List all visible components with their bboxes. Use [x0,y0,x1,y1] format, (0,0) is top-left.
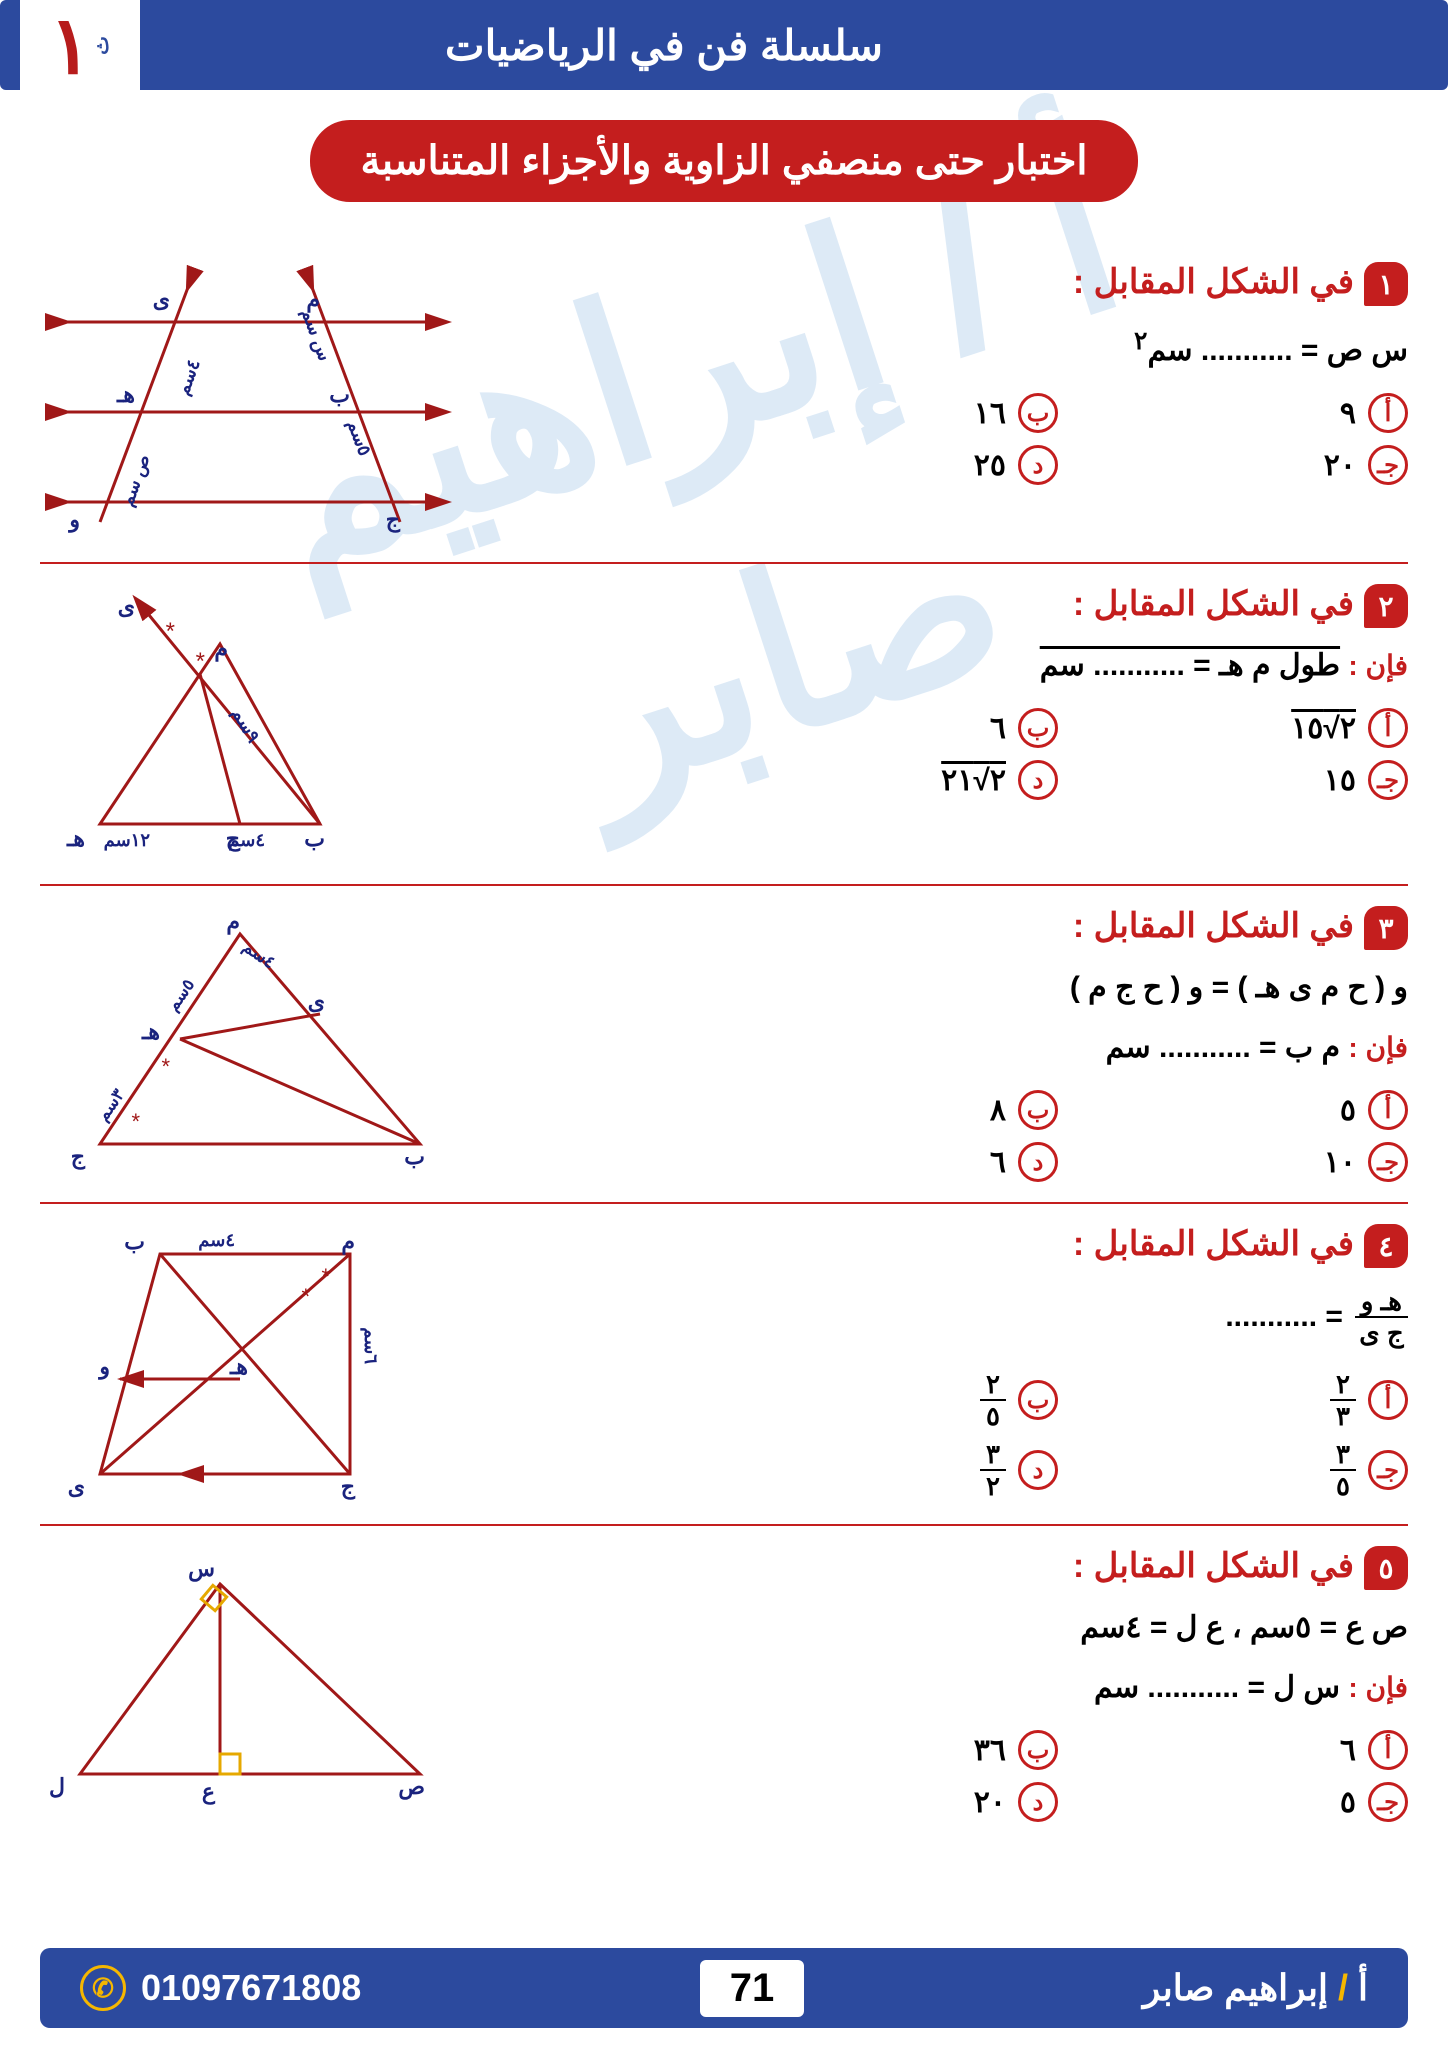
svg-text:هـ: هـ [229,1354,248,1379]
svg-text:٤سم: ٤سم [228,830,265,851]
svg-text:هـ: هـ [141,1019,160,1044]
svg-text:ع: ع [202,1779,216,1805]
svg-text:ج: ج [386,507,401,533]
svg-text:س: س [188,1556,215,1582]
figure-5: س ص ع ل [40,1546,460,1822]
svg-text:ب: ب [124,1229,145,1254]
svg-text:٤سم: ٤سم [198,1230,235,1251]
svg-text:*: * [196,648,205,675]
svg-text:و: و [97,1354,110,1380]
svg-text:٤سم: ٤سم [239,937,279,973]
svg-text:ى: ى [308,989,325,1014]
svg-text:٥سم: ٥سم [343,417,375,459]
footer: أ / إبراهيم صابر 71 ✆ 01097671808 [40,1948,1408,2028]
exam-banner: اختبار حتى منصفي الزاوية والأجزاء المتنا… [310,120,1137,202]
header-bar: سلسلة فن في الرياضيات ث ١ [0,0,1448,90]
question-1: ١في الشكل المقابل : س ص = ........... سم… [40,242,1408,564]
svg-text:ب: ب [304,826,325,851]
svg-text:ب: ب [404,1144,425,1169]
figure-3: * * م ى هـ ب ج ٤سم ٥سم ٣سم [40,906,460,1182]
svg-text:ب: ب [329,382,350,407]
svg-text:*: * [131,1109,140,1134]
svg-text:٦سم: ٦سم [360,1327,381,1364]
figure-1: م ى ب هـ ج و ٤سم س سم ٥سم ص سم [40,262,460,542]
svg-text:و: و [67,507,80,533]
page-number: 71 [700,1960,805,2017]
svg-text:ل: ل [49,1774,65,1799]
svg-text:*: * [321,1264,330,1289]
svg-text:ى: ى [153,287,170,312]
svg-text:ج: ج [71,1144,86,1170]
svg-text:ى: ى [68,1474,85,1499]
svg-text:هـ: هـ [66,826,85,851]
question-3: ٣في الشكل المقابل : و ( ح م ى هـ ) = و (… [40,886,1408,1204]
figure-2: * * ى م ب ج هـ ٩سم ٤سم ١٢سم [40,584,460,864]
svg-text:ص: ص [398,1774,425,1800]
svg-text:هـ: هـ [116,382,135,407]
logo: ث ١ [20,0,140,100]
svg-text:م: م [226,914,240,935]
series-title: سلسلة فن في الرياضيات [445,21,883,70]
svg-text:م: م [341,1229,355,1255]
question-2: ٢في الشكل المقابل : فإن : طول م هـ = ...… [40,564,1408,886]
question-5: ٥في الشكل المقابل : ص ع = ٥سم ، ع ل = ٤س… [40,1526,1408,1842]
svg-text:٣سم: ٣سم [93,1085,129,1125]
svg-text:*: * [161,1054,170,1079]
choices: أ٩ ب١٦ جـ٢٠ د٢٥ [768,393,1408,485]
svg-text:*: * [301,1284,310,1309]
question-4: ٤في الشكل المقابل : هـ وج ى = ..........… [40,1204,1408,1526]
svg-text:٥سم: ٥سم [163,975,199,1015]
qnum: ١ [1364,262,1408,306]
figure-4: * * م ب هـ و ج ى ٤سم ٦سم [40,1224,460,1504]
svg-text:م: م [214,636,228,662]
svg-text:ج: ج [341,1474,356,1500]
phone: ✆ 01097671808 [80,1965,361,2011]
phone-icon: ✆ [80,1965,126,2011]
svg-text:٤سم: ٤سم [172,357,204,399]
svg-text:ى: ى [118,594,135,619]
author: أ / إبراهيم صابر [1143,1967,1368,2009]
svg-text:*: * [166,618,175,645]
svg-text:١٢سم: ١٢سم [104,830,151,851]
